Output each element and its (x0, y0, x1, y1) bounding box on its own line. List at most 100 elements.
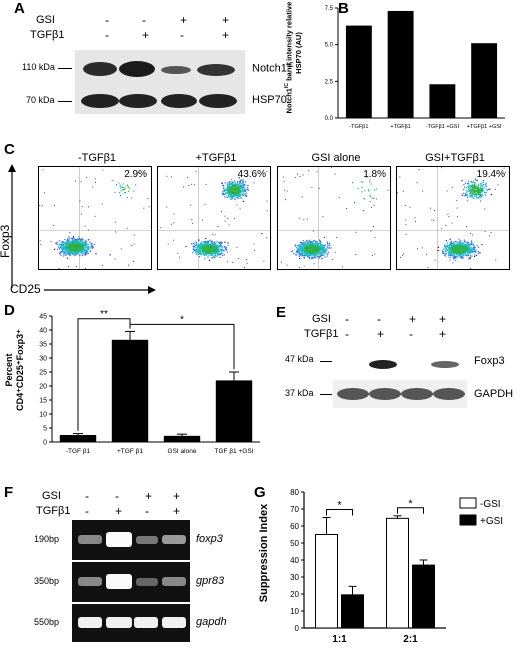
flow-event (325, 247, 327, 250)
flow-event (218, 251, 220, 253)
flow-event (225, 192, 227, 194)
flow-event (222, 249, 224, 251)
flow-event (39, 240, 41, 242)
flow-event (214, 245, 216, 247)
flow-event (307, 256, 309, 258)
flow-event (478, 189, 480, 191)
flow-event (219, 256, 221, 258)
flow-event (217, 226, 219, 228)
flow-event (69, 240, 71, 242)
flow-event (199, 245, 201, 247)
flow-event (75, 245, 78, 247)
flow-event (201, 245, 204, 248)
flow-event (317, 248, 319, 250)
flow-event (462, 246, 465, 248)
flow-event (467, 190, 470, 192)
flow-event (199, 253, 201, 255)
flow-event (237, 185, 240, 187)
flow-event (308, 242, 310, 245)
flow-event (214, 255, 216, 257)
y-tick-label: 20 (290, 590, 299, 599)
flow-event (468, 251, 470, 253)
flow-event (296, 245, 298, 247)
flow-event (368, 190, 370, 192)
flow-event (298, 252, 300, 254)
flow-event (240, 183, 242, 185)
flow-event (454, 248, 456, 250)
flow-event (85, 242, 87, 244)
flow-event (242, 193, 244, 195)
flow-event (84, 248, 86, 250)
flow-event (316, 171, 318, 173)
flow-event (235, 190, 238, 192)
flow-event (286, 264, 288, 266)
flow-event (76, 239, 79, 242)
flow-event (76, 246, 78, 248)
flow-event (449, 244, 452, 246)
flow-event (185, 245, 187, 248)
flow-event (235, 185, 237, 187)
flow-event (474, 254, 476, 256)
gsi-sign: + (439, 312, 447, 326)
flow-event (209, 251, 212, 253)
flow-event (83, 244, 85, 246)
flow-event (364, 190, 366, 192)
flow-event (60, 245, 62, 247)
flow-event (471, 186, 473, 188)
gel-gapdh (72, 604, 190, 642)
flow-event (456, 252, 458, 254)
flow-event (463, 249, 466, 251)
flow-event (166, 175, 168, 177)
flow-event (233, 194, 236, 196)
x-tick-label: +TGFβ1 +GSI (467, 124, 502, 130)
flow-event (472, 244, 475, 246)
flow-event (253, 243, 255, 245)
flow-event (466, 251, 468, 253)
flow-event (75, 252, 78, 254)
gel-size: 550bp (34, 617, 60, 627)
legend-swatch (459, 497, 477, 509)
flow-event (210, 243, 212, 246)
flow-event (458, 246, 460, 248)
flow-event (459, 246, 461, 248)
flow-event (482, 187, 484, 190)
flow-event (82, 244, 84, 246)
flow-event (71, 253, 74, 255)
flow-event (87, 239, 89, 241)
flow-event (81, 248, 84, 250)
flow-event (314, 246, 316, 248)
flow-event (361, 186, 363, 189)
flow-event (300, 247, 303, 249)
legend-label: +GSI (480, 516, 503, 527)
flow-event (244, 181, 246, 183)
flow-event (304, 245, 306, 247)
flow-event (306, 253, 308, 256)
flow-event (62, 246, 65, 248)
gel-gpr83 (72, 562, 190, 602)
flow-event (304, 253, 306, 255)
hsp70-band-label: HSP70 (252, 94, 287, 106)
panel-e-label: E (276, 304, 287, 321)
legend-label: -GSI (480, 499, 501, 510)
flow-event (266, 210, 268, 212)
flow-event (81, 248, 83, 250)
flow-event (369, 181, 371, 183)
flow-event (202, 252, 204, 254)
flow-event (57, 248, 59, 250)
flow-event (473, 190, 476, 192)
flow-event (467, 249, 470, 252)
flow-event (84, 242, 87, 244)
flow-event (229, 188, 231, 190)
flow-event (214, 250, 216, 253)
flow-event (229, 184, 231, 186)
gapdh-band-label: GAPDH (474, 388, 514, 400)
flow-event (210, 249, 212, 251)
flow-event (461, 247, 463, 250)
flow-event (365, 171, 367, 173)
flow-event (64, 238, 66, 241)
flow-event (326, 249, 328, 251)
tgf-sign: + (173, 504, 181, 518)
flow-event (465, 194, 467, 196)
flow-event (473, 181, 475, 183)
flow-event (68, 243, 71, 245)
